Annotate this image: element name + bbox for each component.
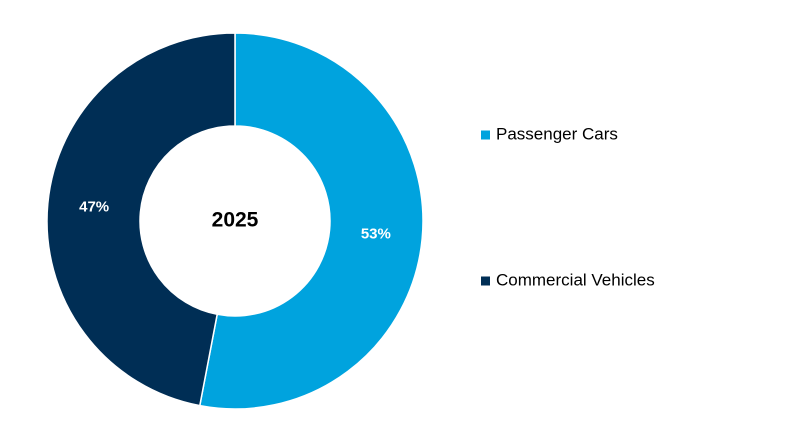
slice-passenger-cars [198, 32, 424, 410]
legend-swatch-passenger-cars [481, 130, 490, 140]
legend-label-commercial-vehicles: Commercial Vehicles [496, 270, 655, 289]
legend-label-passenger-cars: Passenger Cars [496, 124, 618, 143]
legend: Passenger Cars Commercial Vehicles [481, 124, 655, 289]
slice-label-commercial-vehicles: 47% [79, 199, 109, 216]
slice-label-passenger-cars: 53% [361, 225, 391, 242]
center-label: 2025 [212, 209, 259, 232]
slice-commercial-vehicles [46, 32, 236, 407]
donut-slices [46, 32, 424, 410]
slice-labels: 53% 47% [79, 199, 391, 243]
legend-swatch-commercial-vehicles [481, 276, 490, 286]
